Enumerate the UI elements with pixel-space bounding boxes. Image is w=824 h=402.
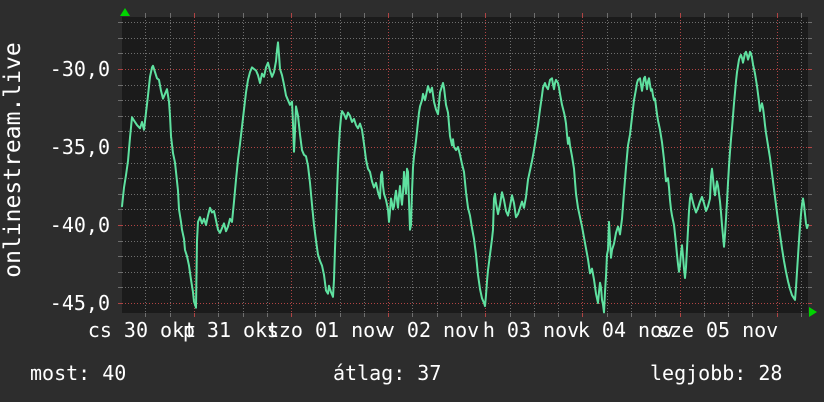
chart-canvas [118,13,812,317]
y-tick-label-30: -30,0 [49,57,110,81]
x-tick-label-cs30: cs 30 okt [87,318,197,342]
x-tick-label-k04: k 04 nov [577,318,675,342]
x-tick-label-h03: h 03 nov [482,318,580,342]
legend-best: legjobb: 28 [650,361,783,385]
y-tick-label-45: -45,0 [49,291,110,315]
x-tick-label-p31: p 31 okt [182,318,280,342]
x-axis-arrow-icon [809,307,817,317]
vertical-axis-title: onlinestream.live [0,42,26,278]
y-tick-label-40: -40,0 [49,213,110,237]
x-tick-label-sze05: sze 05 nov [657,318,779,342]
x-tick-label-szo01: szo 01 nov [266,318,388,342]
legend-avg: átlag: 37 [333,361,442,385]
plot-area [118,13,812,317]
y-axis-arrow-icon [120,8,130,16]
legend-now: most: 40 [30,361,127,385]
y-tick-label-35: -35,0 [49,135,110,159]
x-tick-label-v02: v 02 nov [382,318,480,342]
